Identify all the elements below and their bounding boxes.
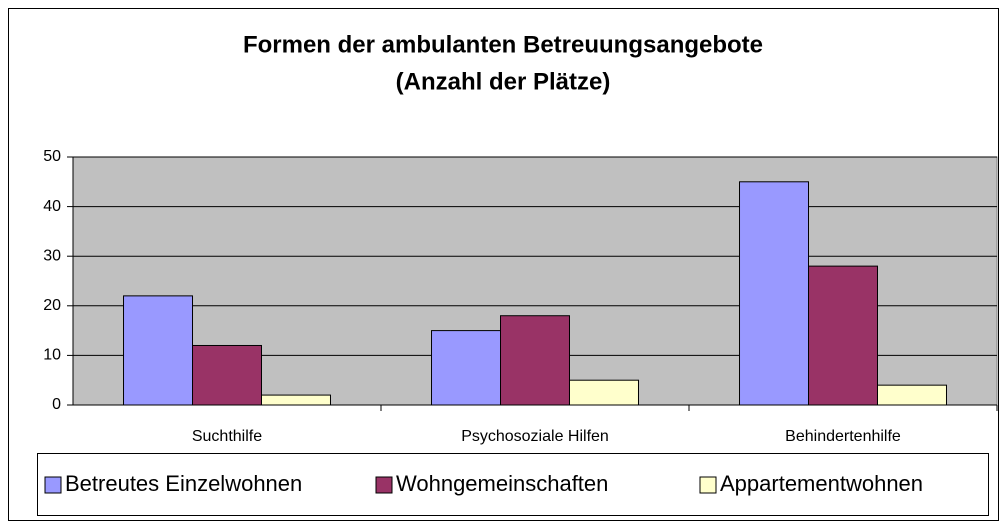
- bar: [192, 344, 262, 406]
- y-tick-label: 30: [43, 247, 61, 264]
- legend-label: Betreutes Einzelwohnen: [65, 471, 302, 496]
- bar: [431, 330, 502, 406]
- chart-title: (Anzahl der Plätze): [396, 68, 611, 95]
- legend-label: Wohngemeinschaften: [396, 471, 608, 496]
- bar: [739, 181, 810, 406]
- bar: [500, 315, 570, 406]
- y-tick-label: 50: [43, 148, 61, 165]
- bar: [260, 394, 331, 406]
- bar: [876, 384, 947, 406]
- y-tick-label: 10: [43, 347, 61, 364]
- y-tick-label: 0: [52, 396, 61, 413]
- x-tick-label: Suchthilfe: [192, 428, 262, 445]
- y-tick-label: 40: [43, 198, 61, 215]
- legend-label: Appartementwohnen: [720, 471, 923, 496]
- x-tick-label: Psychosoziale Hilfen: [461, 428, 609, 445]
- bar: [808, 265, 878, 406]
- bar: [568, 379, 639, 406]
- legend-swatch: [375, 476, 393, 494]
- bar: [123, 295, 194, 406]
- legend-box: [37, 453, 989, 516]
- legend-swatch: [699, 476, 717, 494]
- legend-swatch: [44, 476, 62, 494]
- y-tick-label: 20: [43, 297, 61, 314]
- chart-title: Formen der ambulanten Betreuungsangebote: [243, 31, 763, 58]
- x-tick-label: Behindertenhilfe: [785, 428, 901, 445]
